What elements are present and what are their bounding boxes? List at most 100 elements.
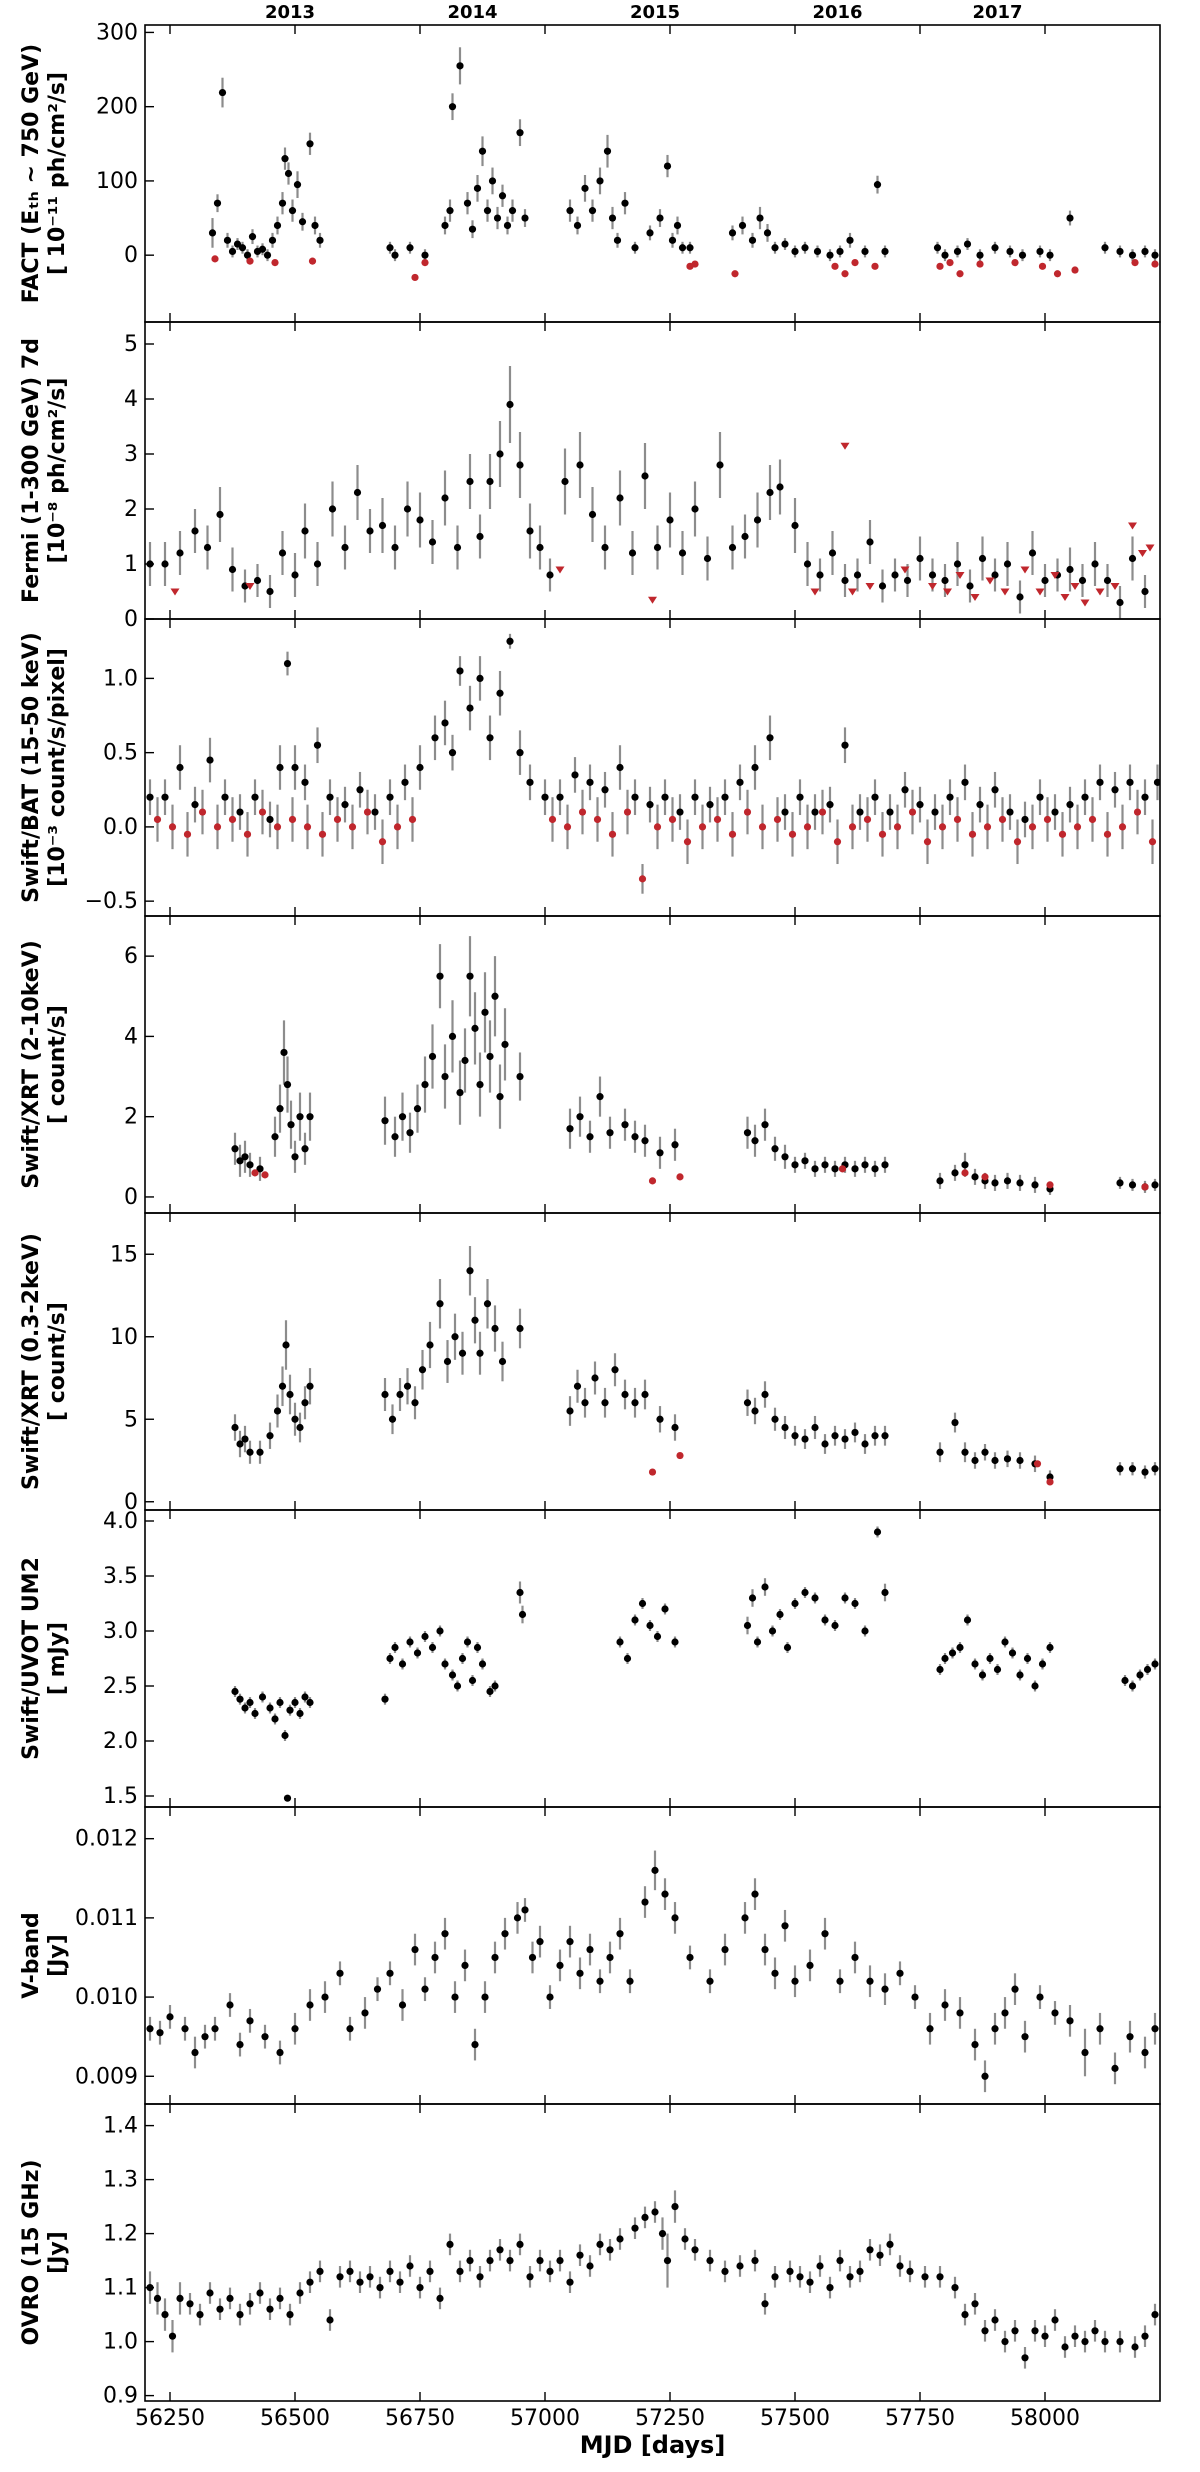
upper-limit-marker — [928, 583, 937, 590]
data-point — [283, 659, 292, 668]
data-point — [736, 2262, 744, 2270]
y-tick-label: −0.5 — [85, 889, 138, 914]
data-point — [566, 207, 574, 215]
data-point — [806, 1961, 814, 1969]
data-point — [463, 1638, 472, 1646]
data-point — [246, 1161, 254, 1169]
data-point — [1073, 823, 1082, 831]
panel-frame — [144, 1806, 1161, 2105]
upper-limit-marker — [955, 572, 965, 579]
data-point — [976, 801, 984, 809]
data-point — [1033, 1460, 1042, 1468]
data-point — [386, 2267, 394, 2275]
data-point — [1066, 801, 1074, 809]
data-point — [621, 1121, 629, 1129]
y-tick-label: 0.0 — [103, 815, 138, 840]
data-point — [1011, 259, 1019, 267]
data-point — [401, 778, 409, 786]
data-point — [491, 1953, 499, 1962]
data-point — [456, 667, 464, 675]
data-point — [936, 262, 944, 270]
data-point — [398, 1113, 407, 1121]
data-point — [203, 543, 212, 552]
data-point — [1116, 1465, 1124, 1473]
data-point — [441, 1072, 449, 1081]
data-point — [1151, 1465, 1159, 1473]
data-point — [811, 808, 819, 816]
data-point — [411, 1945, 419, 1954]
data-point — [991, 1456, 999, 1465]
data-point — [678, 244, 687, 252]
data-point — [628, 549, 637, 557]
data-point — [971, 1456, 979, 1465]
data-point — [611, 1366, 619, 1374]
data-point — [168, 2332, 177, 2340]
data-point — [948, 1649, 957, 1657]
data-point — [906, 2267, 914, 2275]
data-point — [671, 1423, 679, 1432]
data-point — [836, 1977, 844, 1985]
data-point — [496, 2246, 504, 2254]
data-point — [831, 1432, 839, 1440]
data-point — [936, 1665, 944, 1674]
data-point — [441, 221, 449, 230]
data-point — [563, 823, 572, 831]
data-point — [526, 778, 534, 786]
upper-limit-marker — [1138, 550, 1147, 557]
data-point — [1081, 2048, 1089, 2057]
data-point — [296, 1113, 304, 1121]
data-point — [706, 2257, 714, 2265]
data-point — [313, 741, 322, 749]
data-point — [991, 2025, 999, 2033]
data-point — [466, 2257, 474, 2265]
upper-limit-marker — [1080, 599, 1090, 607]
data-point — [546, 1993, 554, 2001]
data-point — [261, 1171, 269, 1179]
data-point — [786, 2267, 794, 2275]
data-point — [526, 2273, 534, 2281]
data-point — [796, 793, 804, 801]
data-point — [851, 1165, 859, 1173]
data-point — [751, 2257, 759, 2265]
data-point — [881, 1985, 889, 1993]
data-point — [421, 1080, 429, 1089]
data-point — [966, 582, 974, 590]
data-point — [1031, 2327, 1039, 2335]
data-point — [466, 1267, 474, 1275]
upper-limit-marker — [848, 588, 857, 596]
data-point — [873, 1528, 882, 1536]
data-point — [886, 808, 894, 816]
data-point — [236, 808, 244, 816]
y-tick-label: 300 — [96, 20, 138, 45]
upper-limit-marker — [840, 442, 850, 450]
data-point — [616, 2235, 624, 2243]
data-point — [1081, 2338, 1089, 2346]
data-point — [201, 2033, 209, 2041]
data-point — [1103, 830, 1112, 838]
data-point — [566, 1407, 574, 1415]
data-point — [881, 247, 889, 256]
data-point — [1111, 786, 1119, 794]
y-tick-label: 0 — [124, 607, 138, 632]
data-point — [993, 1665, 1002, 1674]
data-point — [516, 2240, 524, 2248]
data-point — [1126, 2033, 1134, 2041]
data-point — [743, 808, 752, 816]
data-point — [413, 1649, 422, 1657]
data-point — [536, 2257, 544, 2265]
data-point — [486, 734, 494, 742]
data-point — [1031, 1682, 1039, 1690]
data-point — [878, 582, 887, 590]
series-xrt-2-10-kev-detections — [231, 936, 1159, 1195]
data-layer — [146, 1850, 1159, 2093]
upper-limit-marker — [1145, 544, 1155, 552]
data-point — [841, 1435, 849, 1443]
data-point — [308, 257, 317, 265]
data-point — [1036, 1993, 1044, 2001]
data-point — [441, 1660, 449, 1668]
data-point — [403, 1382, 412, 1390]
data-point — [576, 461, 584, 469]
data-point — [813, 247, 822, 256]
data-point — [796, 2273, 804, 2281]
